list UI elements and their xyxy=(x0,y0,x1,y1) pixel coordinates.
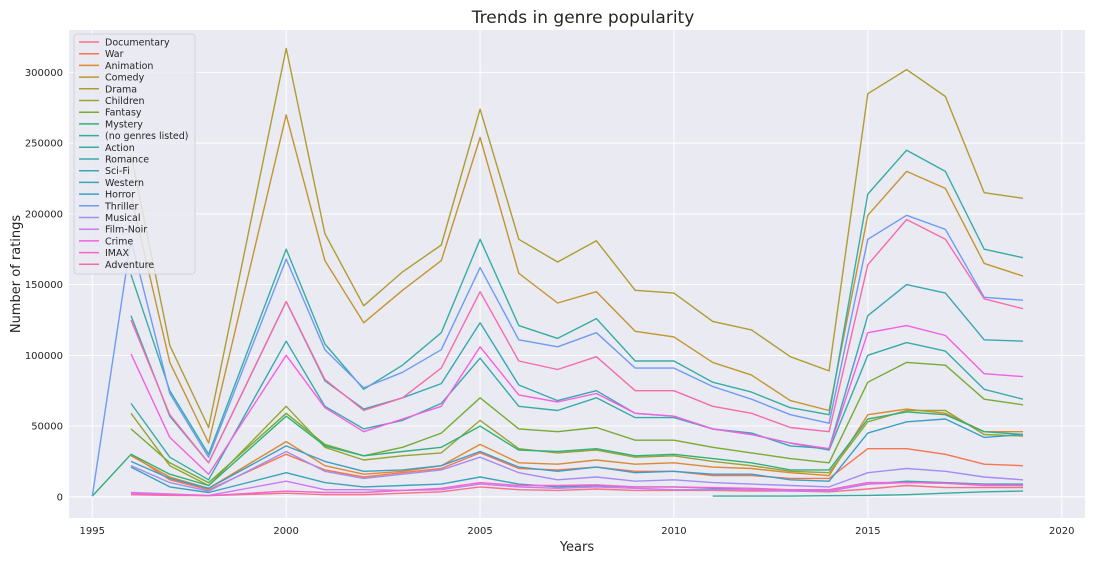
x-tick-label: 2015 xyxy=(855,526,880,537)
y-tick-label: 0 xyxy=(57,492,63,503)
legend-label: Horror xyxy=(105,190,135,201)
legend-label: Thriller xyxy=(104,201,138,212)
legend-label: Adventure xyxy=(105,260,154,271)
legend-box xyxy=(73,33,196,275)
y-tick-label: 250000 xyxy=(25,139,63,150)
x-tick-label: 2010 xyxy=(661,526,686,537)
series-line-comedy xyxy=(130,114,1024,444)
series-line-action xyxy=(130,149,1024,455)
y-tick-label: 200000 xyxy=(25,209,63,220)
chart-title: Trends in genre popularity xyxy=(471,8,695,28)
series-line-animation xyxy=(130,408,1023,489)
legend-label: Crime xyxy=(105,236,133,247)
legend-label: Romance xyxy=(105,155,149,166)
legend-label: Documentary xyxy=(105,38,170,49)
series-line-mystery xyxy=(91,411,1024,497)
legend-label: Comedy xyxy=(105,73,145,84)
x-axis-label: Years xyxy=(559,540,595,555)
series-line-adventure xyxy=(130,218,1024,464)
series-line-romance xyxy=(130,340,1024,481)
legend-label: Animation xyxy=(105,61,153,72)
y-tick-label: 50000 xyxy=(31,422,63,433)
series-line-drama xyxy=(130,47,1024,429)
legend-label: Fantasy xyxy=(105,108,142,119)
legend-label: Mystery xyxy=(105,119,143,130)
legend: DocumentaryWarAnimationComedyDramaChildr… xyxy=(73,33,196,275)
legend-label: Children xyxy=(105,96,145,107)
x-tick-label: 2000 xyxy=(273,526,298,537)
series-line-film-noir xyxy=(130,480,1023,497)
legend-label: Drama xyxy=(105,84,137,95)
x-tick-label: 2005 xyxy=(467,526,492,537)
legend-label: IMAX xyxy=(105,248,129,259)
y-tick-labels: 0 50000 100000 150000 200000 250000 300000 xyxy=(25,68,63,503)
series-line-imax xyxy=(130,481,1024,497)
legend-label: War xyxy=(105,49,124,60)
y-tick-label: 100000 xyxy=(25,351,63,362)
series-line-no-genres-listed xyxy=(712,490,1024,497)
series-line-thriller xyxy=(91,214,1024,497)
x-tick-labels: 1995 2000 2005 2010 2015 2020 xyxy=(80,526,1075,537)
series-line-fantasy xyxy=(130,361,1024,484)
y-tick-label: 150000 xyxy=(25,280,63,291)
legend-label: Sci-Fi xyxy=(105,166,130,177)
x-tick-label: 1995 xyxy=(80,526,105,537)
series-line-crime xyxy=(130,324,1024,475)
legend-label: Film-Noir xyxy=(105,225,147,236)
series-lines xyxy=(91,47,1024,497)
series-line-documentary xyxy=(130,484,1023,497)
legend-label: Action xyxy=(105,143,135,154)
x-tick-label: 2020 xyxy=(1049,526,1074,537)
series-line-musical xyxy=(130,450,1024,492)
legend-label: (no genres listed) xyxy=(105,131,189,142)
legend-label: Western xyxy=(105,178,144,189)
plot-area xyxy=(69,30,1085,518)
y-axis-label: Number of ratings xyxy=(9,215,24,334)
legend-label: Musical xyxy=(105,213,141,224)
grid-lines xyxy=(69,30,1085,518)
y-tick-label: 300000 xyxy=(25,68,63,79)
series-line-horror xyxy=(130,418,1024,489)
